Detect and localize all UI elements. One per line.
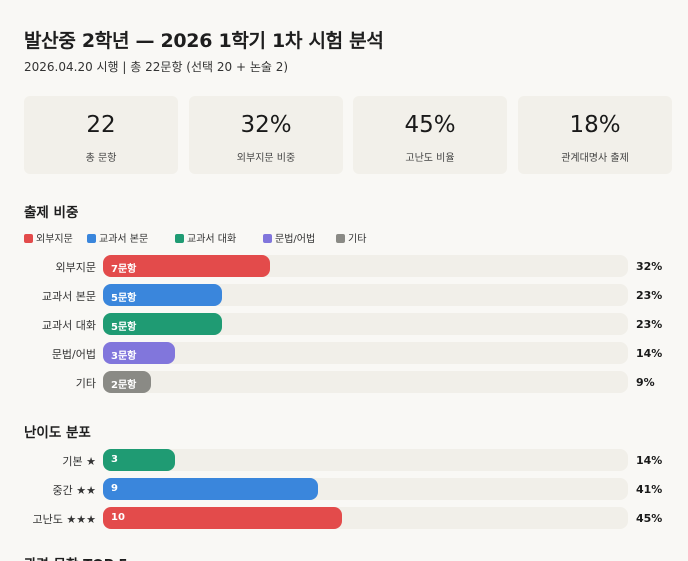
section-title-distribution: 출제 비중: [24, 205, 79, 221]
bar-category-label: 기타: [75, 377, 96, 390]
stat-card-total: 22 총 문항: [24, 96, 178, 174]
chart-legend: 외부지문 교과서 본문 교과서 대화 문법/어법 기타: [24, 230, 672, 245]
stat-value: 18%: [569, 112, 621, 138]
bar-percent-label: 23%: [636, 289, 663, 302]
stat-card-relative-pronoun: 18% 관계대명사 출제: [518, 96, 672, 174]
bar-data-label: 5문항: [111, 322, 137, 333]
stat-cards: 22 총 문항 32% 외부지문 비중 45% 고난도 비율 18% 관계대명사…: [24, 96, 672, 174]
bar: 5문항: [103, 284, 222, 306]
page-title: 발산중 2학년 — 2026 1학기 1차 시험 분석: [24, 30, 384, 52]
bar-category-label: 외부지문: [55, 261, 96, 274]
bar-data-label: 3: [111, 454, 118, 465]
legend-label: 문법/어법: [275, 234, 316, 245]
legend-label: 기타: [348, 234, 367, 245]
stat-label: 총 문항: [85, 153, 117, 164]
bar: 9: [103, 478, 318, 500]
bar-category-label: 교과서 본문: [41, 290, 96, 303]
bar-category-label: 교과서 대화: [41, 319, 96, 332]
bar-percent-label: 45%: [636, 512, 663, 525]
section-title-next: 관련 문항 TOP 5: [24, 553, 128, 561]
stat-card-difficulty: 45% 고난도 비율: [353, 96, 507, 174]
bar-percent-label: 41%: [636, 483, 663, 496]
stat-label: 고난도 비율: [405, 153, 455, 164]
legend-item: 외부지문: [24, 230, 73, 245]
legend-item: 교과서 본문: [87, 230, 148, 245]
bar-row: 교과서 본문 5문항 23%: [24, 284, 672, 306]
legend-swatch: [263, 234, 272, 243]
bar-percent-label: 9%: [636, 376, 655, 389]
legend-swatch: [175, 234, 184, 243]
bar-percent-label: 23%: [636, 318, 663, 331]
bar-track: 2문항: [103, 371, 628, 393]
bar-data-label: 3문항: [111, 351, 137, 362]
bar-row: 기본 ★ 3 14%: [24, 449, 672, 471]
bar-data-label: 7문항: [111, 264, 137, 275]
bar-category-label: 기본 ★: [62, 455, 96, 468]
bar-row: 고난도 ★★★ 10 45%: [24, 507, 672, 529]
bar-track: 3: [103, 449, 628, 471]
bar-category-label: 고난도 ★★★: [32, 513, 96, 526]
bar-track: 3문항: [103, 342, 628, 364]
stat-value: 22: [86, 112, 116, 138]
legend-swatch: [336, 234, 345, 243]
page-subtitle: 2026.04.20 시행 | 총 22문항 (선택 20 + 논술 2): [24, 60, 289, 74]
section-title-difficulty: 난이도 분포: [24, 425, 91, 441]
bar: 3: [103, 449, 175, 471]
stat-label: 외부지문 비중: [236, 153, 296, 164]
bar: 3문항: [103, 342, 175, 364]
bar-data-label: 5문항: [111, 293, 137, 304]
bar: 10: [103, 507, 342, 529]
bar-row: 문법/어법 3문항 14%: [24, 342, 672, 364]
bar-data-label: 2문항: [111, 380, 137, 391]
stat-card-external: 32% 외부지문 비중: [189, 96, 343, 174]
bar-data-label: 10: [111, 512, 125, 523]
legend-swatch: [87, 234, 96, 243]
stat-value: 32%: [240, 112, 292, 138]
bar-percent-label: 32%: [636, 260, 663, 273]
legend-item: 교과서 대화: [175, 230, 236, 245]
legend-label: 교과서 대화: [187, 234, 237, 245]
bar-row: 중간 ★★ 9 41%: [24, 478, 672, 500]
stat-label: 관계대명사 출제: [561, 153, 629, 164]
bar-row: 교과서 대화 5문항 23%: [24, 313, 672, 335]
bar-track: 10: [103, 507, 628, 529]
bar-track: 5문항: [103, 313, 628, 335]
stat-value: 45%: [404, 112, 456, 138]
legend-item: 기타: [336, 230, 366, 245]
bar: 5문항: [103, 313, 222, 335]
legend-swatch: [24, 234, 33, 243]
bar-category-label: 중간 ★★: [52, 484, 96, 497]
bar-percent-label: 14%: [636, 347, 663, 360]
bar: 7문항: [103, 255, 270, 277]
bar-category-label: 문법/어법: [51, 348, 96, 361]
bar-track: 5문항: [103, 284, 628, 306]
bar-track: 9: [103, 478, 628, 500]
bar: 2문항: [103, 371, 151, 393]
bar-percent-label: 14%: [636, 454, 663, 467]
bar-row: 기타 2문항 9%: [24, 371, 672, 393]
legend-label: 외부지문: [36, 234, 73, 245]
legend-label: 교과서 본문: [99, 234, 149, 245]
bar-row: 외부지문 7문항 32%: [24, 255, 672, 277]
bar-track: 7문항: [103, 255, 628, 277]
legend-item: 문법/어법: [263, 230, 315, 245]
bar-data-label: 9: [111, 483, 118, 494]
